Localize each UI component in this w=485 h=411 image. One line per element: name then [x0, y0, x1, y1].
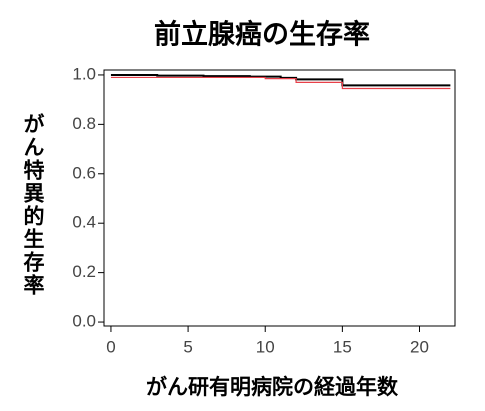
y-tick-label: 0.8 [72, 114, 96, 133]
y-tick-label: 0.4 [72, 213, 96, 232]
y-axis-label: がん特異的生存率 [21, 112, 45, 297]
survival-line [110, 73, 451, 87]
plot-frame [103, 69, 456, 327]
survival-line [110, 76, 451, 90]
x-tick-label: 0 [106, 337, 115, 356]
y-tick-label: 0.0 [72, 312, 96, 331]
x-tick-label: 15 [333, 337, 352, 356]
x-tick-label: 10 [256, 337, 275, 356]
y-tick-label: 0.6 [72, 163, 96, 182]
y-tick-label: 0.2 [72, 262, 96, 281]
x-tick-label: 20 [410, 337, 429, 356]
x-axis-label: がん研有明病院の経過年数 [146, 375, 399, 399]
y-tick-label: 1.0 [72, 64, 96, 83]
x-tick-label: 5 [183, 337, 192, 356]
chart-title: 前立腺癌の生存率 [154, 19, 370, 51]
